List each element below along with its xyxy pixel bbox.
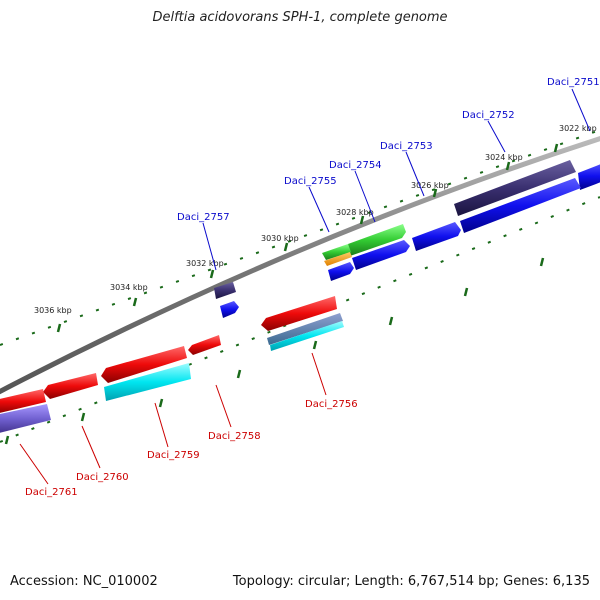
gene-daci-2756b-arrow[interactable] xyxy=(267,313,343,345)
gene-label-daci-2761[interactable]: Daci_2761 xyxy=(25,487,78,498)
scale-label: 3030 kbp xyxy=(261,234,299,243)
major-ticks-top xyxy=(56,143,559,333)
bottom-label-leaders xyxy=(19,352,327,485)
gene-daci-2761b-arrow[interactable] xyxy=(0,404,51,434)
gene-label-daci-2754[interactable]: Daci_2754 xyxy=(329,160,382,171)
gene-daci-2760-arrow[interactable] xyxy=(43,373,98,399)
major-ticks-bottom xyxy=(4,257,545,445)
top-label-leaders xyxy=(202,88,591,271)
gene-daci-2754-arrow[interactable] xyxy=(348,224,406,256)
gene-label-daci-2752[interactable]: Daci_2752 xyxy=(462,110,515,121)
scale-label: 3022 kbp xyxy=(559,124,597,133)
gene-label-daci-2751[interactable]: Daci_2751 xyxy=(547,77,600,88)
gene-daci-2756-arrow[interactable] xyxy=(261,296,337,331)
gene-daci-2755-arrow[interactable] xyxy=(324,252,352,266)
gene-daci-2755b-arrow[interactable] xyxy=(352,240,410,270)
scale-label: 3036 kbp xyxy=(34,306,72,315)
gene-daci-2754b-arrow[interactable] xyxy=(322,244,351,260)
gene-label-daci-2753[interactable]: Daci_2753 xyxy=(380,141,433,152)
gene-daci-2758-arrow[interactable] xyxy=(188,335,221,355)
scale-label: 3028 kbp xyxy=(336,208,374,217)
gene-daci-2761-arrow[interactable] xyxy=(0,389,46,414)
gene-daci-2759-arrow[interactable] xyxy=(101,346,187,383)
gene-label-daci-2755[interactable]: Daci_2755 xyxy=(284,176,337,187)
gene-daci-2755c-arrow[interactable] xyxy=(328,262,354,281)
topology-summary: Topology: circular; Length: 6,767,514 bp… xyxy=(232,574,590,589)
gene-daci-2753-arrow[interactable] xyxy=(412,222,461,251)
gene-daci-2757b-arrow[interactable] xyxy=(220,301,239,318)
gene-label-daci-2757[interactable]: Daci_2757 xyxy=(177,212,230,223)
gene-label-daci-2759[interactable]: Daci_2759 xyxy=(147,450,200,461)
accession-text: Accession: NC_010002 xyxy=(10,574,158,589)
scale-label: 3034 kbp xyxy=(110,283,148,292)
map-title: Delftia acidovorans SPH-1, complete geno… xyxy=(152,10,448,25)
gene-daci-2751-arrow[interactable] xyxy=(578,162,600,190)
gene-label-daci-2756[interactable]: Daci_2756 xyxy=(305,399,358,410)
gene-daci-2756c-arrow[interactable] xyxy=(270,321,344,351)
scale-label: 3024 kbp xyxy=(485,153,523,162)
forward-strand-genes xyxy=(214,160,600,318)
gene-daci-2752b-arrow[interactable] xyxy=(460,178,581,233)
reverse-strand-genes xyxy=(0,296,344,434)
gene-daci-2757-arrow[interactable] xyxy=(214,282,236,299)
gene-daci-2759b-arrow[interactable] xyxy=(104,363,191,401)
scale-label: 3032 kbp xyxy=(186,259,224,268)
scale-label: 3026 kbp xyxy=(411,181,449,190)
gene-label-daci-2760[interactable]: Daci_2760 xyxy=(76,472,129,483)
genome-backbone xyxy=(0,135,600,395)
gene-daci-2752-arrow[interactable] xyxy=(454,160,576,216)
gene-label-daci-2758[interactable]: Daci_2758 xyxy=(208,431,261,442)
